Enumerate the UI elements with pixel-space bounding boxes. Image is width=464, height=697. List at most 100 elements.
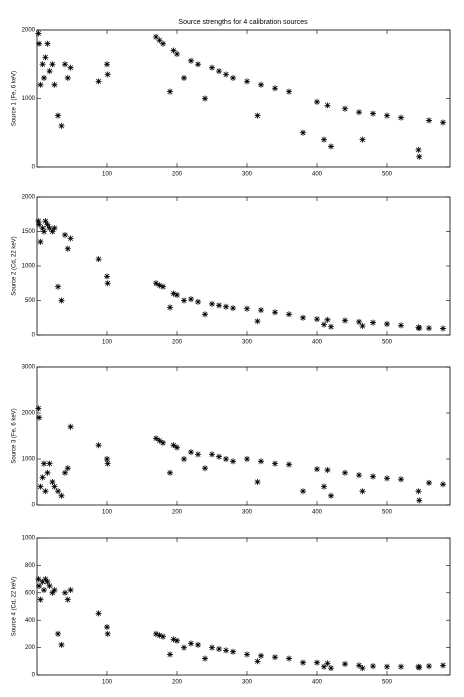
data-point — [440, 325, 446, 332]
data-point — [51, 483, 58, 490]
y-tick-label: 800 — [25, 563, 36, 569]
data-point — [384, 320, 390, 327]
data-point — [254, 658, 261, 665]
data-point — [67, 64, 74, 71]
data-point — [35, 30, 42, 37]
data-point — [356, 109, 362, 116]
data-point — [426, 117, 432, 124]
data-point — [46, 460, 53, 467]
data-point — [254, 112, 261, 119]
data-point — [160, 633, 166, 640]
data-point — [37, 238, 44, 245]
y-axis-label: Source 3 (Fe, 6 keV) — [12, 408, 18, 463]
data-point — [209, 300, 215, 307]
data-point — [324, 316, 331, 323]
data-point — [272, 85, 278, 92]
data-point — [41, 460, 47, 467]
y-tick-label: 3000 — [22, 365, 36, 371]
data-point — [356, 662, 362, 669]
x-tick-label: 300 — [242, 172, 253, 178]
data-point — [58, 492, 65, 499]
x-tick-label: 200 — [172, 680, 183, 686]
data-point — [398, 114, 404, 121]
data-point — [153, 630, 159, 637]
data-point — [62, 231, 68, 238]
data-point — [370, 319, 376, 326]
x-tick-label: 400 — [312, 340, 323, 346]
data-point — [415, 488, 422, 495]
data-point — [35, 405, 42, 412]
data-point — [67, 587, 74, 594]
x-tick-label: 200 — [172, 340, 183, 346]
data-point — [342, 661, 348, 668]
data-point — [188, 449, 194, 456]
data-point — [321, 321, 327, 328]
data-point — [272, 460, 278, 467]
data-point — [55, 630, 61, 637]
data-point — [58, 297, 65, 304]
data-point — [416, 664, 423, 671]
y-axis-label: Source 4 (Cd, 22 keV) — [12, 577, 18, 636]
data-point — [342, 317, 348, 324]
y-tick-label: 1000 — [22, 536, 36, 542]
data-point — [36, 414, 43, 421]
x-tick-label: 500 — [382, 510, 393, 516]
data-point — [46, 68, 53, 75]
data-point — [49, 61, 56, 68]
data-point — [67, 235, 74, 242]
y-tick-label: 0 — [32, 165, 36, 171]
y-tick-label: 400 — [25, 618, 36, 624]
chart-title: Source strengths for 4 calibration sourc… — [178, 19, 308, 26]
data-point — [64, 74, 71, 81]
data-point — [356, 318, 362, 325]
data-point — [156, 37, 163, 44]
data-point — [202, 95, 208, 102]
x-tick-label: 100 — [102, 340, 113, 346]
data-point — [170, 636, 177, 643]
data-point — [55, 488, 61, 495]
data-point — [426, 663, 432, 670]
plot-frame — [36, 196, 451, 336]
data-point — [67, 423, 74, 430]
y-tick-label: 0 — [32, 333, 36, 339]
data-point — [209, 451, 215, 458]
data-point — [216, 453, 222, 460]
data-point — [36, 40, 43, 47]
data-point — [49, 589, 56, 596]
data-point — [328, 492, 334, 499]
data-point — [223, 71, 229, 78]
data-point — [258, 652, 264, 659]
data-point — [230, 305, 236, 312]
data-point — [36, 221, 43, 228]
data-point — [195, 451, 201, 458]
x-tick-label: 200 — [172, 172, 183, 178]
data-point — [384, 663, 390, 670]
x-tick-label: 100 — [102, 510, 113, 516]
data-point — [36, 582, 43, 589]
data-point — [314, 659, 320, 666]
data-point — [342, 469, 348, 476]
data-point — [37, 483, 44, 490]
data-point — [44, 221, 51, 228]
data-point — [359, 136, 366, 143]
data-point — [35, 218, 42, 225]
y-axis-label: Source 2 (Cd, 22 keV) — [12, 236, 18, 295]
data-point — [44, 578, 51, 585]
y-axis-label: Source 1 (Fe, 6 keV) — [12, 71, 18, 126]
data-point — [321, 483, 327, 490]
x-tick-label: 100 — [102, 680, 113, 686]
data-point — [324, 660, 331, 667]
data-point — [41, 74, 47, 81]
data-point — [202, 311, 208, 318]
data-point — [416, 325, 423, 332]
data-point — [58, 122, 65, 129]
data-point — [104, 71, 111, 78]
data-point — [64, 596, 71, 603]
data-point — [167, 469, 173, 476]
data-point — [258, 458, 264, 465]
data-point — [328, 323, 334, 330]
data-point — [223, 647, 229, 654]
y-tick-label: 0 — [32, 673, 36, 679]
data-point — [370, 110, 376, 117]
data-point — [153, 33, 159, 40]
